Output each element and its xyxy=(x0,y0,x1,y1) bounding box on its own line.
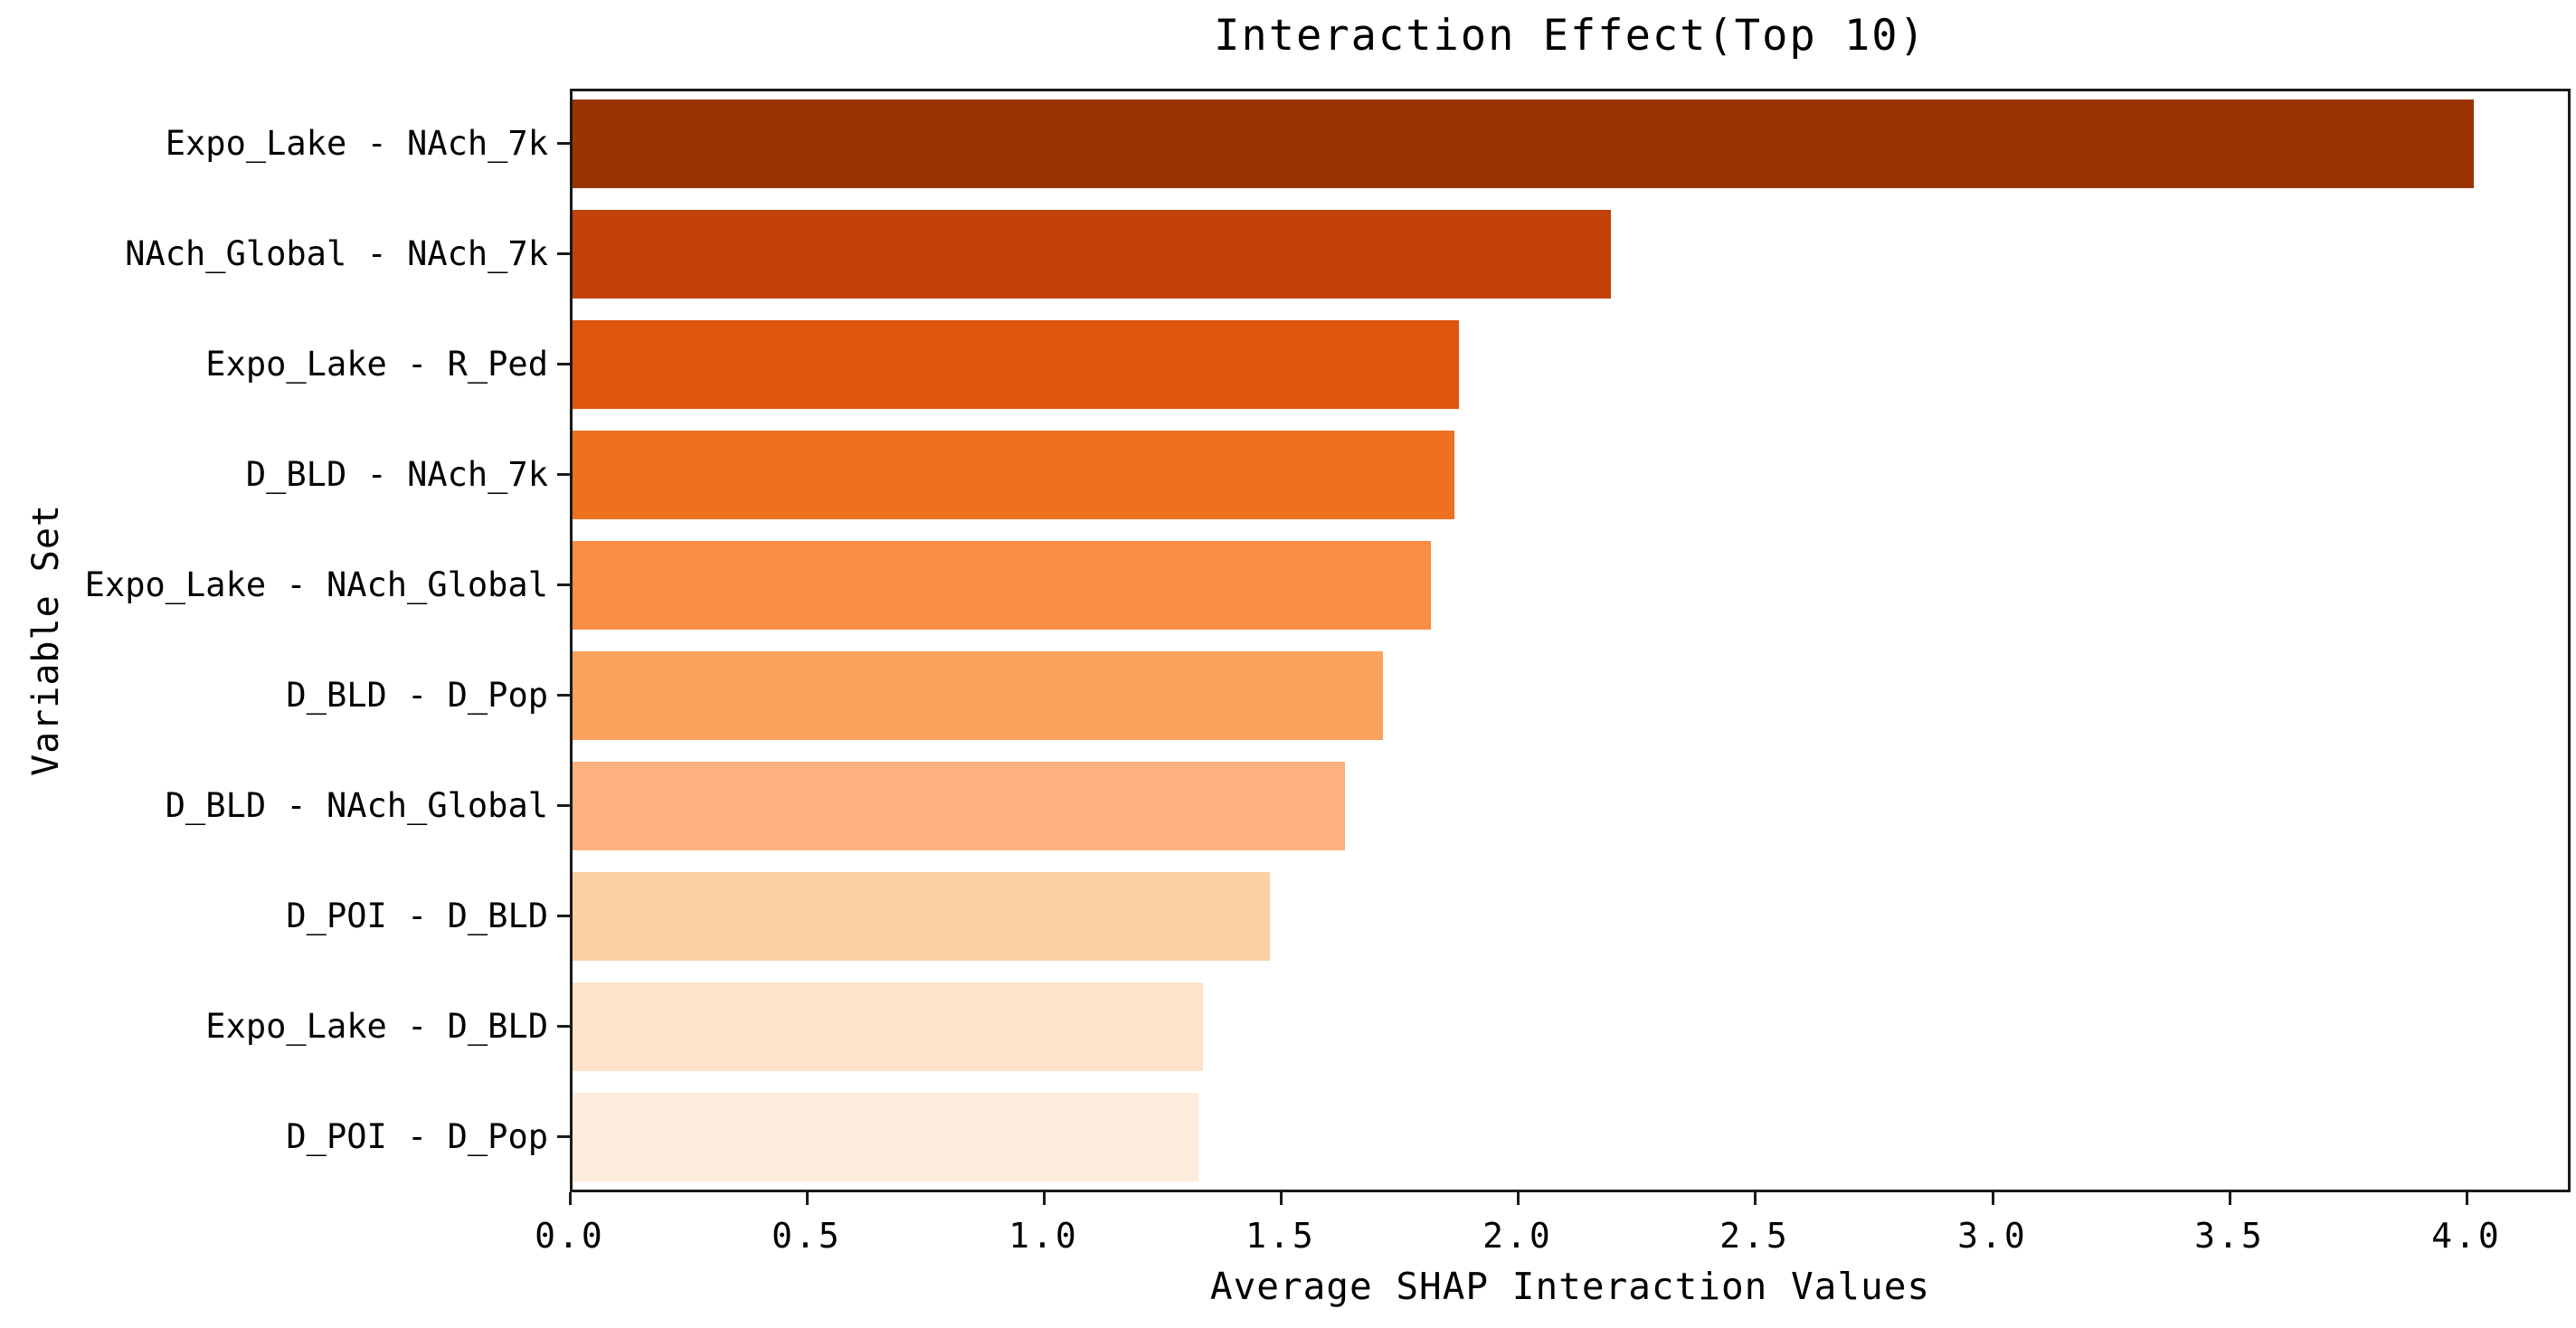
bar-NAch_Global - NAch_7k xyxy=(573,210,1611,299)
category-label: Expo_Lake - D_BLD xyxy=(205,1007,548,1046)
category-label: D_BLD - NAch_Global xyxy=(165,786,548,825)
x-tick-label: 1.5 xyxy=(1245,1216,1316,1256)
x-tick-label: 1.0 xyxy=(1009,1216,1079,1256)
x-tick-mark xyxy=(1280,1192,1283,1205)
category-label: D_POI - D_Pop xyxy=(286,1117,548,1156)
y-tick-mark xyxy=(557,473,570,476)
x-tick-mark xyxy=(1517,1192,1520,1205)
bar-D_BLD - D_Pop xyxy=(573,651,1383,740)
x-tick-label: 4.0 xyxy=(2431,1216,2502,1256)
bar-D_BLD - NAch_Global xyxy=(573,762,1345,850)
y-tick-mark xyxy=(557,142,570,145)
x-tick-mark xyxy=(1992,1192,1994,1205)
bar-D_POI - D_BLD xyxy=(573,872,1270,961)
x-tick-mark xyxy=(1754,1192,1757,1205)
category-label: NAch_Global - NAch_7k xyxy=(125,234,548,273)
category-label: D_BLD - NAch_7k xyxy=(245,455,548,494)
x-tick-mark xyxy=(2229,1192,2231,1205)
bar-Expo_Lake - NAch_Global xyxy=(573,541,1431,630)
plot-area xyxy=(570,89,2571,1192)
bar-Expo_Lake - D_BLD xyxy=(573,982,1203,1071)
y-tick-mark xyxy=(557,1135,570,1138)
bar-D_POI - D_Pop xyxy=(573,1093,1198,1181)
x-tick-label: 0.5 xyxy=(772,1216,842,1256)
y-tick-mark xyxy=(557,1025,570,1028)
y-tick-mark xyxy=(557,915,570,917)
x-tick-label: 3.5 xyxy=(2194,1216,2265,1256)
x-tick-mark xyxy=(2466,1192,2468,1205)
category-label: D_BLD - D_Pop xyxy=(286,676,548,715)
x-tick-label: 2.5 xyxy=(1719,1216,1790,1256)
x-tick-mark xyxy=(806,1192,809,1205)
x-tick-label: 2.0 xyxy=(1482,1216,1553,1256)
x-tick-label: 0.0 xyxy=(535,1216,605,1256)
x-tick-mark xyxy=(1043,1192,1046,1205)
x-tick-mark xyxy=(569,1192,572,1205)
y-tick-mark xyxy=(557,583,570,586)
category-label: Expo_Lake - NAch_7k xyxy=(165,124,548,163)
x-axis-tick-labels: 0.0 0.5 1.0 1.5 2.0 2.5 3.0 3.5 4.0 xyxy=(535,1216,2571,1261)
y-tick-mark xyxy=(557,252,570,255)
x-tick-label: 3.0 xyxy=(1957,1216,2028,1256)
y-tick-mark xyxy=(557,694,570,697)
y-tick-mark xyxy=(557,363,570,365)
y-tick-mark xyxy=(557,804,570,807)
category-label: D_POI - D_BLD xyxy=(286,896,548,935)
x-axis-label: Average SHAP Interaction Values xyxy=(1209,1265,1931,1308)
bar-Expo_Lake - NAch_7k xyxy=(573,100,2474,188)
bar-Expo_Lake - R_Ped xyxy=(573,320,1459,409)
y-category-labels: Expo_Lake - NAch_7k NAch_Global - NAch_7k… xyxy=(0,89,548,1192)
bar-D_BLD - NAch_7k xyxy=(573,431,1454,519)
category-label: Expo_Lake - NAch_Global xyxy=(84,565,548,604)
category-label: Expo_Lake - R_Ped xyxy=(205,345,548,384)
chart-title: Interaction Effect(Top 10) xyxy=(1214,11,1927,61)
